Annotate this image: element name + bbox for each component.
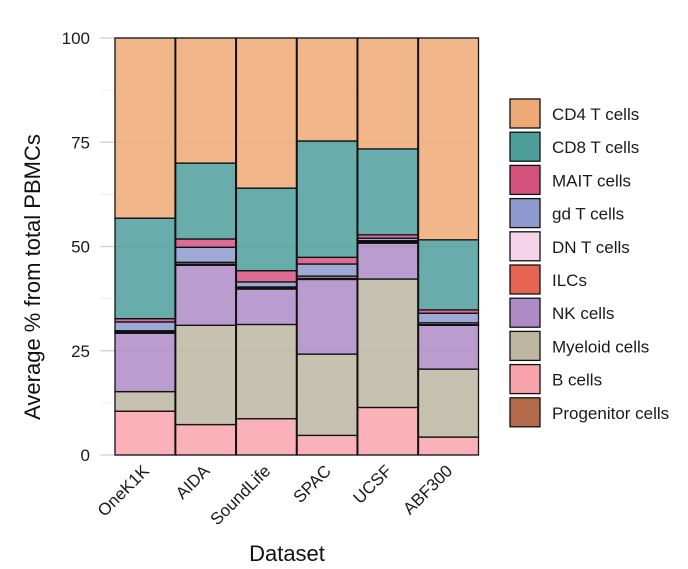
x-tick-label: ABF300	[399, 461, 456, 518]
bar-segment-cd8-t-cells	[417, 239, 480, 311]
bar-segment-myeloid-cells	[175, 324, 237, 426]
x-tick-label: UCSF	[349, 461, 395, 507]
bar-segment-myeloid-cells	[417, 368, 480, 438]
x-tick-label: SoundLife	[207, 461, 275, 529]
bar-segment-nk-cells	[357, 242, 419, 280]
y-tick-labels: 0 25 50 75 100	[62, 29, 90, 465]
legend-swatch	[509, 197, 541, 229]
bar-segment-gd-t-cells	[114, 321, 176, 332]
y-tick-label: 100	[62, 29, 90, 48]
legend-swatch	[509, 98, 541, 129]
bar-segment-nk-cells	[175, 264, 237, 326]
bar-segment-cd4-t-cells	[175, 37, 237, 164]
bar-segment-nk-cells	[235, 288, 298, 326]
y-tick-label: 25	[71, 342, 90, 361]
bar-segment-gd-t-cells	[417, 312, 480, 324]
legend-label: MAIT cells	[552, 171, 631, 190]
legend-label: NK cells	[552, 304, 614, 323]
x-tick-label: SPAC	[290, 461, 335, 506]
legend-label: Progenitor cells	[552, 404, 669, 423]
bar-segment-b-cells	[357, 406, 419, 456]
bar-segment-gd-t-cells	[235, 281, 298, 288]
bar-segment-cd8-t-cells	[296, 140, 358, 258]
bar-segment-cd4-t-cells	[357, 37, 419, 150]
bar-segment-myeloid-cells	[357, 278, 419, 409]
bar-segment-b-cells	[235, 418, 298, 456]
bar-segment-cd8-t-cells	[235, 187, 298, 272]
legend-label: B cells	[552, 371, 602, 390]
bar-segment-mait-cells	[296, 256, 358, 265]
bar-segment-myeloid-cells	[114, 390, 176, 412]
bar-segment-gd-t-cells	[296, 263, 358, 277]
legend-swatch	[509, 264, 541, 295]
x-tick-label: AIDA	[172, 461, 214, 503]
legend-label: CD8 T cells	[552, 138, 639, 157]
bar-segment-cd8-t-cells	[175, 162, 237, 240]
bar-segment-nk-cells	[114, 332, 176, 393]
y-tick-label: 75	[71, 133, 90, 152]
bar-segment-cd8-t-cells	[114, 217, 176, 320]
y-tick-label: 0	[81, 446, 90, 465]
bar-segment-b-cells	[417, 436, 480, 456]
legend-label: CD4 T cells	[552, 105, 639, 124]
bar-segment-nk-cells	[296, 278, 358, 355]
legend-label: ILCs	[552, 271, 587, 290]
bar-segment-b-cells	[175, 423, 237, 456]
bar-segment-cd4-t-cells	[417, 37, 480, 241]
bar-segment-cd4-t-cells	[114, 37, 176, 219]
bar-segment-gd-t-cells	[175, 246, 237, 263]
y-tick-label: 50	[71, 238, 90, 257]
bar-segment-mait-cells	[235, 270, 298, 283]
x-axis-title: Dataset	[249, 541, 325, 566]
legend-swatch	[509, 297, 541, 328]
x-tick-label: OneK1K	[94, 461, 153, 520]
legend-swatch	[509, 164, 541, 196]
bar-segment-cd4-t-cells	[296, 37, 358, 142]
legend-swatch	[509, 330, 541, 362]
bar-segment-b-cells	[114, 410, 176, 456]
legend-swatch	[509, 231, 541, 262]
legend-label: gd T cells	[552, 205, 624, 224]
bar-segment-b-cells	[296, 434, 358, 456]
legend-swatch	[509, 363, 541, 395]
bar-segments	[114, 37, 480, 456]
bar-segment-nk-cells	[417, 324, 480, 370]
legend-label: Myeloid cells	[552, 337, 649, 356]
bar-segment-mait-cells	[175, 238, 237, 248]
legend: CD4 T cells CD8 T cells MAIT cells gd T cel…	[509, 98, 669, 428]
bar-segment-cd4-t-cells	[235, 37, 298, 189]
bar-segment-myeloid-cells	[235, 323, 298, 420]
legend-swatch	[509, 131, 541, 162]
bar-segment-myeloid-cells	[296, 353, 358, 437]
y-axis-title: Average % from total PBMCs	[20, 134, 45, 420]
legend-swatch	[509, 397, 541, 428]
legend-label: DN T cells	[552, 238, 630, 257]
bar-segment-cd8-t-cells	[357, 148, 419, 236]
